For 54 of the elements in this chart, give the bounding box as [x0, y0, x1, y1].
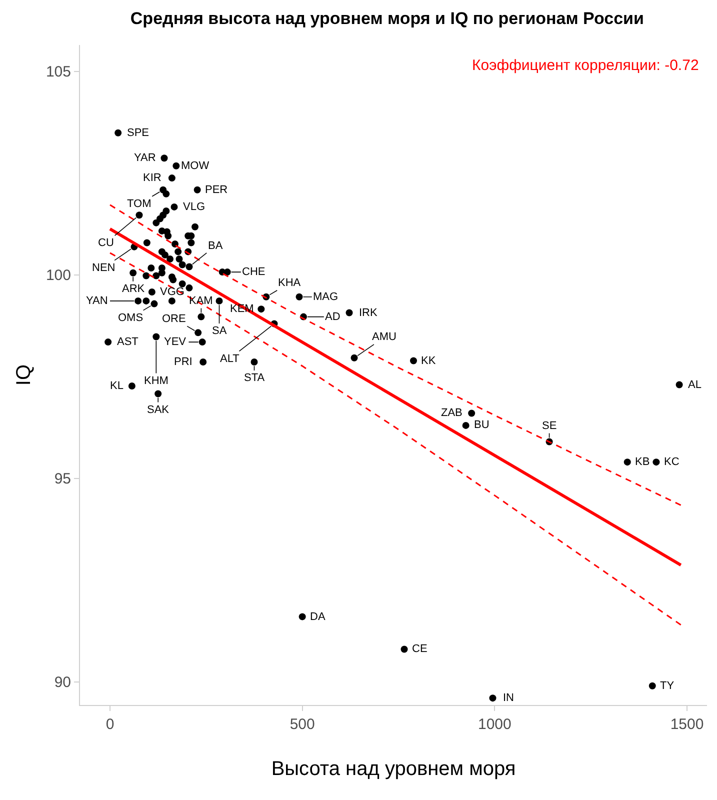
- y-tick-label: 95: [54, 470, 71, 488]
- x-tick-label: 1500: [670, 716, 704, 733]
- y-axis-title: IQ: [13, 364, 35, 386]
- x-tick-label: 0: [106, 716, 114, 733]
- annotation: DA: [310, 611, 326, 623]
- annotation: AMU: [372, 331, 396, 343]
- annotation: ALT: [220, 353, 240, 365]
- annotation: KAM: [189, 295, 213, 307]
- annotation: YEV: [164, 336, 187, 348]
- annotation: KK: [421, 355, 436, 367]
- annotation: VGG: [160, 286, 184, 298]
- annotation: ZAB: [441, 407, 462, 419]
- annotation: TY: [660, 680, 675, 692]
- x-tick-label: 1000: [478, 716, 512, 733]
- annotation: NEN: [92, 262, 116, 274]
- y-tick-label: 100: [46, 267, 71, 284]
- annotation: MAG: [313, 291, 338, 303]
- chart-title: Средняя высота над уровнем моря и IQ по регионам России: [130, 8, 644, 28]
- annotation: IN: [503, 692, 514, 704]
- annotation: CHE: [242, 266, 266, 278]
- annotation: KC: [664, 456, 680, 468]
- annotation: AL: [688, 379, 702, 391]
- annotation: PER: [205, 184, 228, 196]
- annotation: OMS: [118, 312, 144, 324]
- annotation: AD: [325, 311, 340, 323]
- annotation: CU: [98, 237, 114, 249]
- x-axis-title: Высота над уровнем моря: [271, 758, 516, 780]
- annotation: BA: [208, 240, 224, 252]
- annotation: IRK: [359, 307, 378, 319]
- annotation: TOM: [127, 198, 152, 210]
- annotation: STA: [244, 372, 266, 384]
- annotation: KHM: [144, 375, 168, 387]
- annotation: MOW: [181, 160, 210, 172]
- annotation: BU: [474, 419, 490, 431]
- annotation: ORE: [162, 313, 186, 325]
- annotation: CE: [412, 643, 428, 655]
- annotation: KHA: [278, 277, 302, 289]
- y-tick-label: 105: [46, 64, 71, 81]
- annotation: VLG: [183, 201, 206, 213]
- annotation: KL: [110, 380, 124, 392]
- annotation: KIR: [143, 172, 162, 184]
- annotation: Коэффициент корреляции: -0.72: [472, 57, 699, 74]
- annotation: SAK: [147, 404, 170, 416]
- annotation: KB: [635, 456, 650, 468]
- annotation: PRI: [174, 356, 192, 368]
- annotation: SE: [542, 420, 557, 432]
- annotation: ARK: [122, 283, 146, 295]
- y-tick-label: 90: [54, 674, 71, 692]
- annotation: AST: [117, 336, 139, 348]
- annotation: YAR: [134, 152, 156, 164]
- annotation: YAN: [86, 295, 108, 307]
- annotation: SPE: [127, 127, 150, 139]
- x-tick-label: 500: [290, 716, 315, 733]
- annotation: SA: [212, 325, 228, 337]
